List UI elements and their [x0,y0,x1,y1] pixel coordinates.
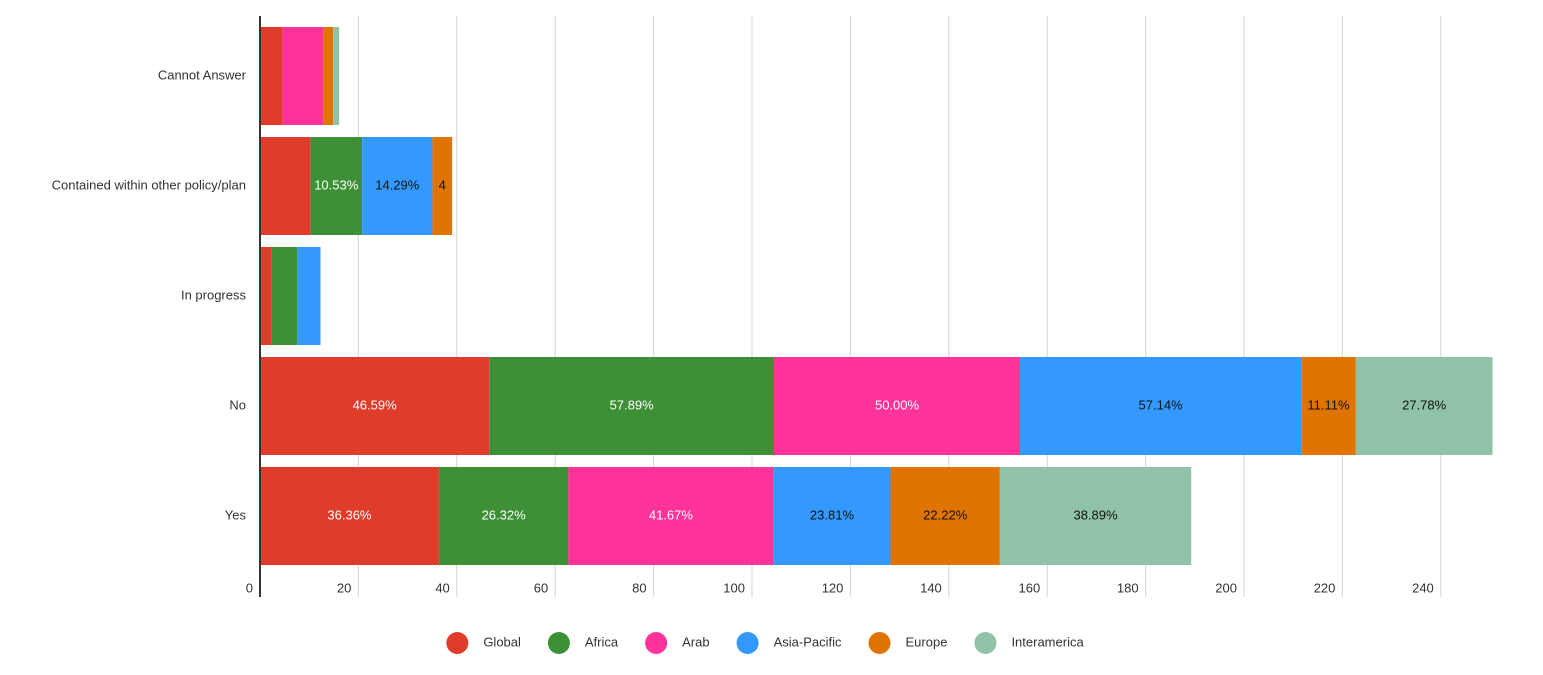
x-tick-label: 200 [1215,580,1237,595]
x-tick-label: 0 [246,580,253,595]
bar-segment [568,467,774,565]
data-label: 26.32% [482,507,527,522]
data-label: 10.53% [314,177,359,192]
bar-segment [774,357,1021,455]
x-tick-label: 60 [534,580,548,595]
x-tick-label: 120 [822,580,844,595]
x-tick-label: 140 [920,580,942,595]
data-label: 22.22% [923,507,968,522]
data-label: 27.78% [1402,397,1447,412]
data-label: 50.00% [875,397,920,412]
legend-label: Global [483,634,521,649]
bar-segment [890,467,1000,565]
y-tick-label: No [229,397,246,412]
bar-segment [310,137,363,235]
legend-marker [547,632,570,654]
bar-segment [271,247,298,345]
x-tick-label: 20 [337,580,351,595]
bar-segment [1020,357,1302,455]
legend-marker [868,632,891,654]
legend-marker [974,632,997,654]
x-tick-label: 80 [632,580,646,595]
data-label: 46.59% [353,397,398,412]
legend-marker [645,632,668,654]
x-tick-label: 220 [1314,580,1336,595]
data-label: 38.89% [1073,507,1118,522]
bar-segment [1355,357,1493,455]
legend-label: Interamerica [1011,634,1084,649]
legend-label: Africa [585,634,619,649]
bar-segment [260,247,272,345]
bar-segment [432,137,453,235]
bar-segment [489,357,775,455]
bar-segment [260,137,311,235]
y-tick-label: Contained within other policy/plan [52,177,246,192]
data-label: 11.11% [1307,397,1350,412]
legend-label: Europe [906,634,948,649]
x-tick-label: 100 [723,580,745,595]
bar-segment [297,247,321,345]
legend-label: Arab [682,634,709,649]
bar-segment [333,27,340,125]
data-label: 41.67% [649,507,694,522]
y-tick-label: Cannot Answer [158,67,247,82]
legend-label: Asia-Pacific [774,634,842,649]
bar-segment [1301,357,1356,455]
y-tick-label: In progress [181,287,247,302]
data-label: 4 [439,177,446,192]
bar-segment [773,467,891,565]
data-label: 57.89% [610,397,655,412]
bar-segment [260,357,490,455]
data-label: 14.29% [375,177,420,192]
x-tick-label: 160 [1018,580,1040,595]
x-tick-label: 40 [435,580,449,595]
y-tick-label: Yes [225,507,247,522]
x-tick-label: 180 [1117,580,1139,595]
legend: Global Africa Arab Asia-Pacific Europe Intera… [446,632,1084,654]
bar-segment [438,467,569,565]
legend-marker [736,632,759,654]
bar-segment [999,467,1192,565]
legend-marker [446,632,469,654]
bar-segment [260,27,283,125]
data-label: 57.14% [1139,397,1184,412]
bar-segment [362,137,433,235]
data-label: 36.36% [327,507,372,522]
data-label: 23.81% [810,507,855,522]
bar-segment [260,467,439,565]
bar-segment [282,27,324,125]
bar-segment [323,27,334,125]
x-tick-label: 240 [1412,580,1434,595]
